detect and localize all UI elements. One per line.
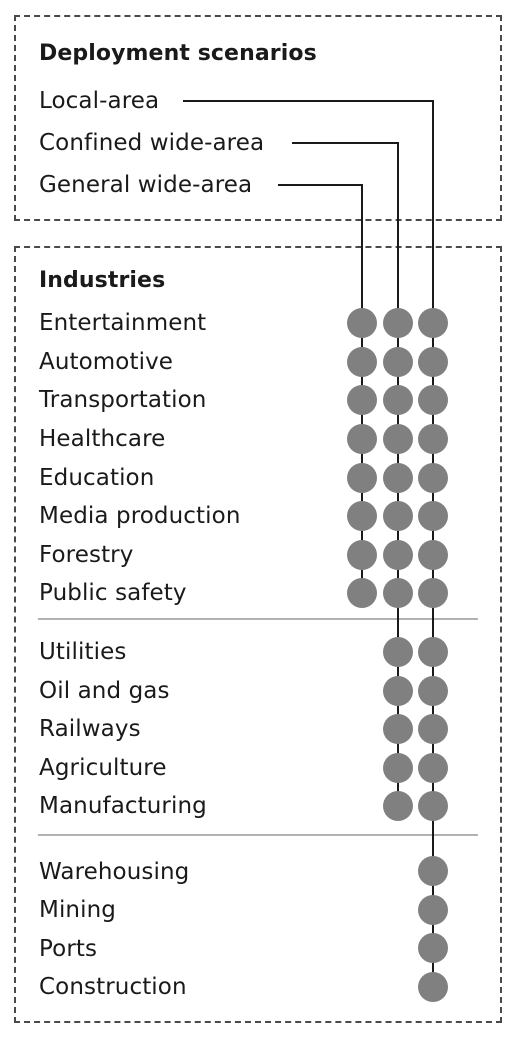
industry-label: Automotive	[39, 349, 174, 375]
industry-label: Agriculture	[39, 755, 167, 781]
industry-scenario-dot	[418, 501, 448, 531]
industry-scenario-dot	[418, 933, 448, 963]
industry-scenario-dot	[383, 501, 413, 531]
deployment-scenarios-heading: Deployment scenarios	[39, 41, 317, 66]
industry-scenario-dot	[418, 463, 448, 493]
industry-label: Construction	[39, 974, 187, 1000]
scenario-label-local-area: Local-area	[39, 87, 169, 115]
industry-scenario-dot	[347, 385, 377, 415]
industry-label: Ports	[39, 936, 98, 962]
industry-scenario-dot	[347, 463, 377, 493]
industry-scenario-dot	[383, 385, 413, 415]
industry-scenario-dot	[383, 791, 413, 821]
industry-scenario-dot	[383, 753, 413, 783]
industry-scenario-dot	[347, 578, 377, 608]
industry-scenario-dot	[383, 637, 413, 667]
industry-scenario-dot	[383, 676, 413, 706]
industry-scenario-dot	[383, 714, 413, 744]
industry-label: Healthcare	[39, 426, 166, 452]
industry-scenario-dot	[418, 578, 448, 608]
industry-scenario-dot	[383, 308, 413, 338]
industry-scenario-dot	[418, 676, 448, 706]
industry-scenario-dot	[383, 463, 413, 493]
industry-scenario-dot	[347, 424, 377, 454]
industry-scenario-dot	[418, 856, 448, 886]
scenario-label-confined-wide-area: Confined wide-area	[39, 129, 274, 157]
industry-label: Manufacturing	[39, 793, 207, 819]
industries-heading: Industries	[39, 268, 166, 293]
industry-scenario-dot	[418, 714, 448, 744]
industry-scenario-dot	[418, 972, 448, 1002]
industry-scenario-dot	[347, 308, 377, 338]
industry-scenario-dot	[418, 347, 448, 377]
industries-box	[14, 246, 502, 1023]
industry-scenario-dot	[418, 385, 448, 415]
industry-scenario-dot	[347, 540, 377, 570]
industry-scenario-dot	[418, 424, 448, 454]
scenario-label-general-wide-area: General wide-area	[39, 171, 262, 199]
industry-label: Mining	[39, 897, 116, 923]
industry-scenario-dot	[383, 424, 413, 454]
industry-scenario-dot	[418, 308, 448, 338]
industry-scenario-dot	[418, 895, 448, 925]
industry-label: Transportation	[39, 387, 207, 413]
deployment-scenarios-box	[14, 15, 502, 221]
industry-label: Media production	[39, 503, 241, 529]
industry-label: Education	[39, 465, 155, 491]
industry-label: Forestry	[39, 542, 134, 568]
industry-scenario-dot	[347, 501, 377, 531]
industry-scenario-dot	[418, 637, 448, 667]
industry-scenario-dot	[383, 540, 413, 570]
industry-label: Utilities	[39, 639, 127, 665]
scenario-connector-general-wide-area	[278, 184, 363, 593]
industry-label: Railways	[39, 716, 141, 742]
industry-label: Public safety	[39, 580, 187, 606]
industry-label: Warehousing	[39, 859, 190, 885]
scenario-connector-confined-wide-area	[292, 142, 399, 806]
industry-scenario-dot	[418, 753, 448, 783]
industry-scenario-dot	[418, 791, 448, 821]
industry-scenario-dot	[418, 540, 448, 570]
industry-scenario-dot	[383, 578, 413, 608]
industry-label: Entertainment	[39, 310, 207, 336]
industry-label: Oil and gas	[39, 678, 170, 704]
industry-scenario-dot	[347, 347, 377, 377]
industry-scenario-dot	[383, 347, 413, 377]
